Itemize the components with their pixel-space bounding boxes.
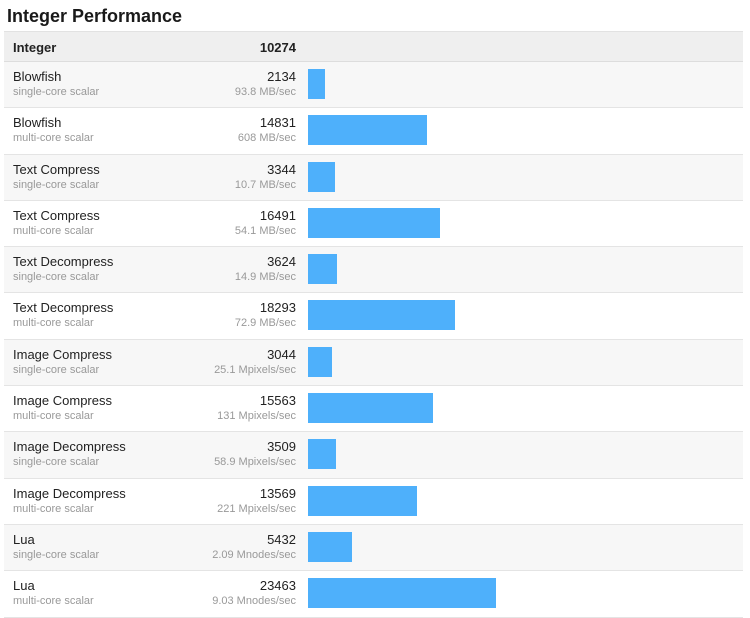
benchmark-score: 14831 [259,115,296,131]
benchmark-table: Integer 10274 Blowfish single-core scalar… [4,31,743,618]
benchmark-name: Blowfish [13,69,62,84]
benchmark-name: Blowfish [13,115,62,131]
benchmark-rate: 10.7 MB/sec [234,178,296,191]
benchmark-rate: 58.9 Mpixels/sec [214,456,296,469]
score-bar [308,346,333,377]
header-label: Integer [13,40,57,55]
table-row: Lua single-core scalar 5432 2.09 Mnodes/sec [4,524,743,572]
benchmark-name: Lua [13,578,35,594]
benchmark-rate: 93.8 MB/sec [234,86,296,98]
benchmark-description: multi-core scalar [13,595,94,608]
table-row: Image Decompress multi-core scalar 13569 22… [4,478,743,525]
benchmark-name: Text Compress [13,161,100,177]
benchmark-rate: 14.9 MB/sec [234,271,296,284]
table-row: Text Decompress multi-core scalar 18293 72.… [4,293,743,340]
benchmark-rate: 608 MB/sec [237,132,296,145]
benchmark-rate: 2.09 Mnodes/sec [212,548,296,561]
score-bar [308,254,337,285]
table-row: Image Compress single-core scalar 3044 25.1… [4,339,743,387]
score-bar [308,207,441,238]
table-row: Blowfish single-core scalar 2134 93.8 MB/se… [4,62,743,109]
benchmark-rate: 131 Mpixels/sec [217,410,296,423]
table-row: Lua multi-core scalar 23463 9.03 Mnodes/sec [4,571,743,618]
benchmark-description: single-core scalar [13,86,100,98]
benchmark-rate: 221 Mpixels/sec [217,502,296,515]
benchmark-description: single-core scalar [13,178,100,191]
score-bar [308,69,326,99]
benchmark-score: 15563 [259,393,296,409]
benchmark-description: multi-core scalar [13,502,94,515]
benchmark-score: 23463 [259,578,296,594]
benchmark-description: single-core scalar [13,363,100,376]
benchmark-name: Image Decompress [13,485,126,501]
benchmark-score: 3509 [267,439,296,455]
benchmark-rows: Blowfish single-core scalar 2134 93.8 MB/se… [4,62,743,618]
benchmark-name: Lua [13,531,35,547]
benchmark-score: 18293 [259,300,296,316]
benchmark-score: 16491 [259,207,296,223]
benchmark-description: single-core scalar [13,456,100,469]
benchmark-name: Image Compress [13,346,112,362]
benchmark-description: multi-core scalar [13,317,94,330]
benchmark-rate: 25.1 Mpixels/sec [214,363,296,376]
benchmark-description: multi-core scalar [13,224,94,237]
benchmark-description: single-core scalar [13,271,100,284]
benchmark-score: 2134 [267,69,296,84]
table-row: Image Compress multi-core scalar 15563 131 … [4,386,743,433]
benchmark-name: Text Decompress [13,300,114,316]
score-bar [308,393,433,424]
benchmark-name: Image Decompress [13,439,126,455]
score-bar [308,578,496,609]
score-bar [308,531,352,562]
benchmark-score: 3624 [267,254,296,270]
benchmark-rate: 9.03 Mnodes/sec [212,595,296,608]
benchmark-rate: 72.9 MB/sec [234,317,296,330]
benchmark-name: Text Decompress [13,254,114,270]
score-bar [308,161,335,192]
score-bar [308,485,417,516]
table-row: Image Decompress single-core scalar 3509 58… [4,432,743,479]
page-title: Integer Performance [7,6,183,26]
header-score: 10274 [259,40,296,55]
score-bar [308,115,427,146]
benchmark-description: multi-core scalar [13,132,94,145]
benchmark-rate: 54.1 MB/sec [234,224,296,237]
table-row: Text Compress multi-core scalar 16491 54.1 … [4,200,743,248]
score-bar [308,300,455,331]
table-row: Text Compress single-core scalar 3344 10.7 … [4,154,743,201]
benchmark-description: multi-core scalar [13,410,94,423]
benchmark-name: Text Compress [13,207,100,223]
benchmark-score: 3344 [267,161,296,177]
benchmark-score: 5432 [267,531,296,547]
benchmark-score: 13569 [259,485,296,501]
table-row: Blowfish multi-core scalar 14831 608 MB/sec [4,108,743,155]
benchmark-name: Image Compress [13,393,112,409]
benchmark-score: 3044 [267,346,296,362]
table-header-row: Integer 10274 [4,31,743,62]
table-row: Text Decompress single-core scalar 3624 14.… [4,247,743,294]
score-bar [308,439,337,470]
benchmark-description: single-core scalar [13,548,100,561]
